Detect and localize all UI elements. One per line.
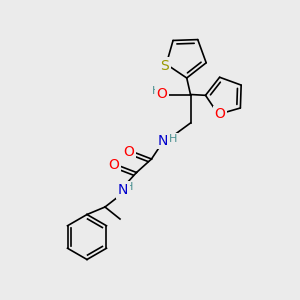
Text: O: O	[157, 88, 167, 101]
Text: N: N	[158, 134, 168, 148]
Text: H: H	[152, 86, 160, 96]
Text: N: N	[118, 184, 128, 197]
Text: O: O	[124, 145, 134, 158]
Text: O: O	[109, 158, 119, 172]
Text: H: H	[169, 134, 177, 144]
Text: S: S	[160, 59, 169, 73]
Text: H: H	[125, 182, 133, 193]
Text: O: O	[214, 107, 225, 121]
